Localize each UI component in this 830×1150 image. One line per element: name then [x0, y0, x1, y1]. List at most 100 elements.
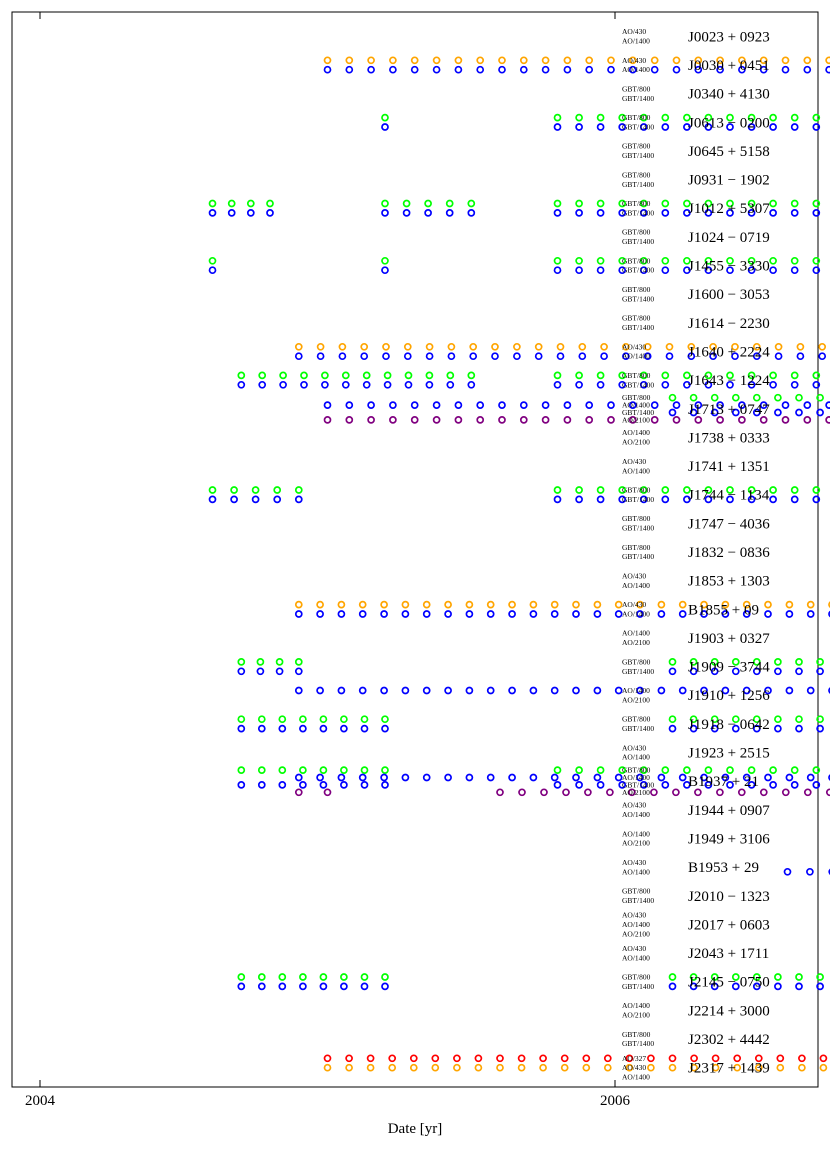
observation-point: [775, 410, 781, 416]
observation-point: [754, 395, 760, 401]
observation-point: [579, 344, 585, 350]
observation-point: [519, 789, 525, 795]
observation-point: [601, 344, 607, 350]
observation-point: [338, 688, 344, 694]
observation-point: [598, 782, 604, 788]
observation-point: [576, 115, 582, 121]
observation-point: [362, 782, 368, 788]
observation-point: [601, 353, 607, 359]
observation-point: [434, 402, 440, 408]
observation-point: [558, 353, 564, 359]
observation-point: [662, 201, 668, 207]
observation-point: [346, 57, 352, 63]
observation-point: [783, 417, 789, 423]
observation-point: [594, 611, 600, 617]
observation-point: [477, 402, 483, 408]
observation-point: [598, 201, 604, 207]
observation-point: [277, 659, 283, 665]
observation-point: [318, 344, 324, 350]
observation-point: [776, 353, 782, 359]
observation-point: [607, 789, 613, 795]
observation-point: [670, 410, 676, 416]
observation-point: [492, 353, 498, 359]
observation-point: [552, 611, 558, 617]
observation-point: [579, 353, 585, 359]
observation-point: [576, 487, 582, 493]
observation-point: [662, 782, 668, 788]
observation-point: [382, 983, 388, 989]
observation-point: [477, 417, 483, 423]
observation-point: [279, 983, 285, 989]
observation-point: [573, 775, 579, 781]
observation-point: [598, 210, 604, 216]
observation-point: [786, 688, 792, 694]
observation-point: [424, 602, 430, 608]
observation-point: [267, 210, 273, 216]
observation-point: [576, 767, 582, 773]
observation-point: [425, 210, 431, 216]
observation-point: [385, 372, 391, 378]
observation-point: [339, 344, 345, 350]
observation-point: [796, 395, 802, 401]
observation-point: [445, 775, 451, 781]
observation-point: [555, 124, 561, 130]
observation-point: [325, 402, 331, 408]
observation-point: [341, 726, 347, 732]
observation-point: [712, 395, 718, 401]
observation-point: [447, 210, 453, 216]
observation-point: [552, 688, 558, 694]
observation-point: [652, 67, 658, 73]
observation-point: [238, 974, 244, 980]
observation-point: [248, 201, 254, 207]
observation-point: [691, 395, 697, 401]
observation-point: [279, 716, 285, 722]
observation-point: [466, 611, 472, 617]
observation-point: [616, 688, 622, 694]
observation-point: [805, 789, 811, 795]
observation-point: [792, 496, 798, 502]
observation-point: [497, 1055, 503, 1061]
observation-point: [564, 402, 570, 408]
observation-point: [583, 1055, 589, 1061]
observation-point: [674, 417, 680, 423]
observation-point: [667, 344, 673, 350]
observation-point: [770, 782, 776, 788]
observation-point: [320, 983, 326, 989]
observation-point: [434, 67, 440, 73]
observation-point: [341, 983, 347, 989]
observation-point: [792, 258, 798, 264]
pulsar-b1953-29: [785, 859, 830, 874]
observation-point: [792, 115, 798, 121]
observation-point: [455, 57, 461, 63]
observation-point: [775, 983, 781, 989]
observation-point: [238, 372, 244, 378]
observation-point: [543, 402, 549, 408]
observation-point: [468, 382, 474, 388]
observation-point: [300, 767, 306, 773]
observation-point: [799, 1055, 805, 1061]
observation-point: [796, 716, 802, 722]
observation-point: [296, 611, 302, 617]
observation-point: [658, 688, 664, 694]
observation-point: [576, 382, 582, 388]
observation-point: [274, 496, 280, 502]
observation-point: [509, 775, 515, 781]
observation-point: [576, 782, 582, 788]
observation-point: [296, 344, 302, 350]
observation-point: [455, 67, 461, 73]
observation-point: [662, 115, 668, 121]
observation-point: [360, 688, 366, 694]
observation-point: [777, 1055, 783, 1061]
observation-point: [238, 983, 244, 989]
observation-point: [320, 767, 326, 773]
observation-point: [231, 496, 237, 502]
observation-point: [796, 410, 802, 416]
observation-point: [616, 611, 622, 617]
observation-point: [555, 115, 561, 121]
observation-point: [277, 668, 283, 674]
observation-point: [670, 659, 676, 665]
observation-point: [381, 611, 387, 617]
observation-point: [279, 767, 285, 773]
observation-point: [296, 775, 302, 781]
observation-point: [320, 726, 326, 732]
